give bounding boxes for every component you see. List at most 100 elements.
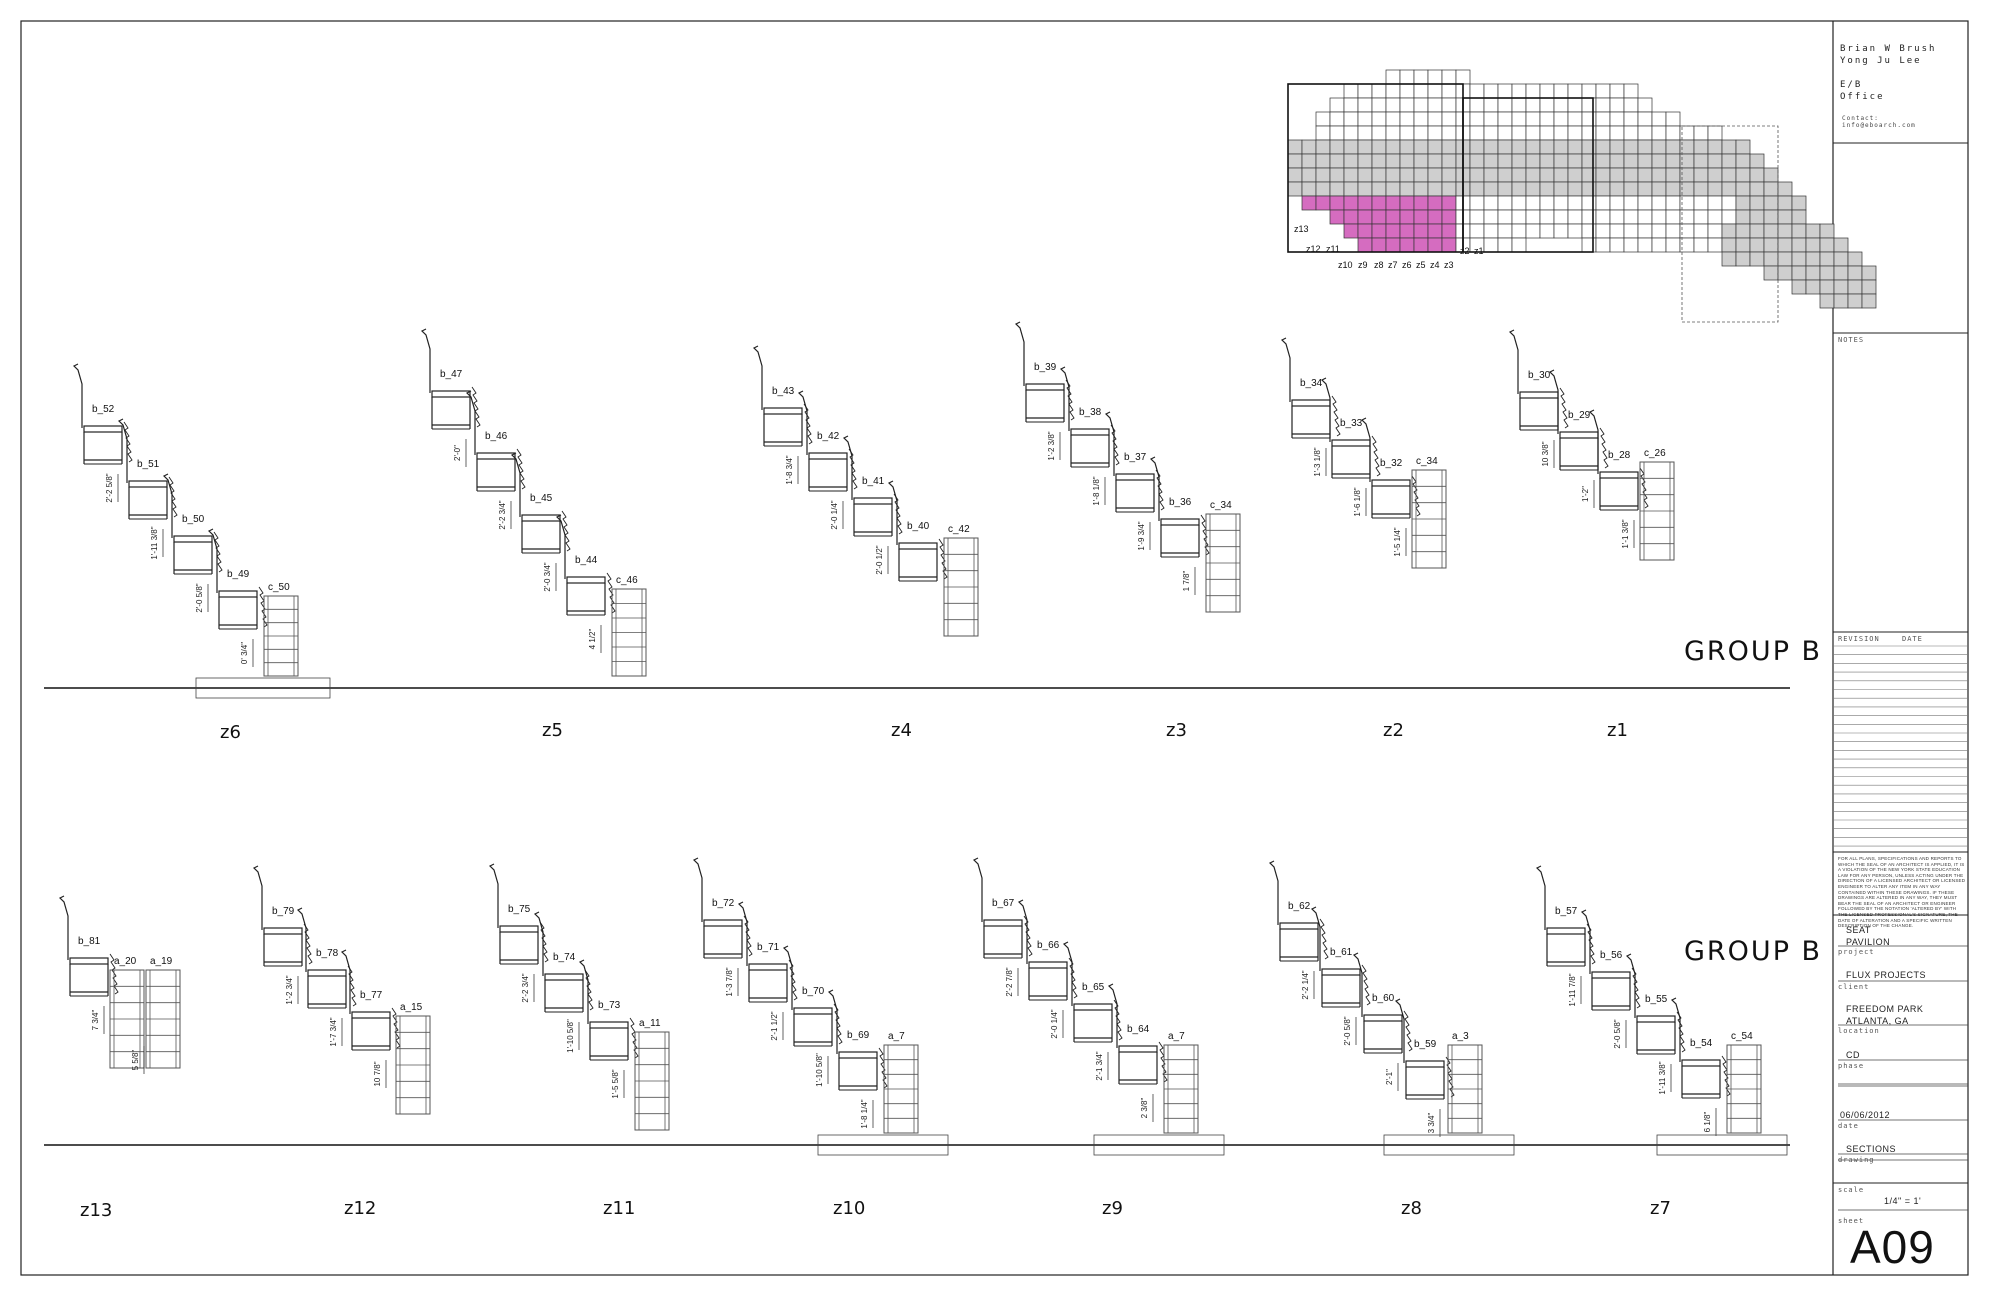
key-plan-cell xyxy=(1693,223,1709,239)
dimension-label: 10 7/8" xyxy=(373,1061,382,1086)
dimension-label: 1'-8 1/8" xyxy=(1092,476,1101,505)
author-2: Yong Ju Lee xyxy=(1840,56,1922,66)
key-plan-cell xyxy=(1539,167,1555,183)
contact-email[interactable]: info@eboarch.com xyxy=(1842,122,1916,129)
key-plan-cell xyxy=(1651,153,1667,169)
zone-section-z1: b_30 b_29 b_28 c_26 10 3/8" 1'-2" 1'-1 3/8" xyxy=(1508,329,1675,561)
key-plan-cell xyxy=(1651,139,1667,155)
chair-tag-a_3: a_3 xyxy=(1452,1031,1469,1042)
key-plan-cell xyxy=(1287,181,1303,197)
dimension-label: 1'-11 3/8" xyxy=(1658,1061,1667,1094)
chair-back xyxy=(533,911,544,976)
office-line-2: Office xyxy=(1840,92,1885,102)
chair-back xyxy=(72,363,83,428)
key-plan-cell xyxy=(1371,223,1387,239)
key-plan-cell xyxy=(1749,181,1765,197)
office-line-1: E/B xyxy=(1840,80,1863,90)
chair-joint xyxy=(391,1007,401,1049)
dimension-label: 10 3/8" xyxy=(1541,441,1550,466)
zone-section-z8: b_62 b_61 b_60 b_59 a_3 2'-2 1/4" 2'-0 5/8" 2'-… xyxy=(1268,860,1515,1156)
dimension-label: 7 3/4" xyxy=(91,1010,100,1031)
chair-joint xyxy=(1586,923,1596,965)
chair-seat xyxy=(763,407,803,415)
chair-joint xyxy=(878,1047,888,1089)
zone-section-z7: b_57 b_56 b_55 b_54 c_54 1'-11 7/8" 2'-0 5/8" 1… xyxy=(1535,865,1788,1156)
key-plan-cell xyxy=(1525,181,1541,197)
key-plan-cell xyxy=(1357,209,1373,225)
chair-joint xyxy=(516,448,526,490)
key-plan-cell xyxy=(1749,195,1765,211)
key-plan-cell xyxy=(1441,167,1457,183)
chair-tag-b_43: b_43 xyxy=(772,386,795,397)
chair-seat xyxy=(521,514,561,522)
key-plan-cell xyxy=(1315,139,1331,155)
key-plan-cell xyxy=(1287,167,1303,183)
zone-label-z2: z2 xyxy=(1383,720,1404,741)
key-plan-cell xyxy=(1399,111,1415,127)
key-plan-cell xyxy=(1707,139,1723,155)
chair-seat xyxy=(793,1007,833,1015)
key-plan-cell xyxy=(1427,181,1443,197)
chair-back xyxy=(465,390,476,455)
key-plan-cell xyxy=(1483,111,1499,127)
key-plan-cell xyxy=(1441,97,1457,113)
key-plan-cell xyxy=(1497,83,1513,99)
chair-tag-b_81: b_81 xyxy=(78,936,101,947)
chair-tag-a_15: a_15 xyxy=(400,1002,423,1013)
key-plan-cell xyxy=(1483,83,1499,99)
key-plan-cell xyxy=(1777,195,1793,211)
dimension-label: 2'-0 5/8" xyxy=(1343,1016,1352,1045)
key-plan-cell xyxy=(1833,293,1849,309)
base-platform xyxy=(817,1134,949,1156)
key-plan-cell xyxy=(1357,153,1373,169)
key-plan-cell xyxy=(1735,167,1751,183)
phase-value: CD xyxy=(1846,1050,1860,1060)
chair-joint xyxy=(1068,957,1078,999)
chair-back xyxy=(797,390,808,455)
key-plan-cell xyxy=(1413,195,1429,211)
key-plan-cell xyxy=(1763,251,1779,267)
key-plan-cell xyxy=(1371,195,1387,211)
chair-tag-b_47: b_47 xyxy=(440,369,463,380)
key-plan-cell xyxy=(1861,265,1877,281)
key-plan-cell xyxy=(1385,83,1401,99)
chair-tag-b_38: b_38 xyxy=(1079,407,1102,418)
key-plan-cell xyxy=(1609,111,1625,127)
chair-joint xyxy=(561,510,571,552)
key-plan-cell xyxy=(1343,83,1359,99)
key-plan-cell xyxy=(1483,237,1499,253)
key-plan-cell xyxy=(1567,181,1583,197)
key-plan-cell xyxy=(1343,209,1359,225)
chair-tag-b_71: b_71 xyxy=(757,942,780,953)
key-plan-cell xyxy=(1497,167,1513,183)
key-plan-cell xyxy=(1553,223,1569,239)
key-plan-cell xyxy=(1413,97,1429,113)
chair-tag-b_70: b_70 xyxy=(802,986,825,997)
key-plan-cell xyxy=(1679,153,1695,169)
key-plan-cell xyxy=(1525,83,1541,99)
key-plan-cell xyxy=(1651,209,1667,225)
chair-back xyxy=(782,945,793,1010)
key-plan-cell xyxy=(1469,181,1485,197)
key-plan-cell xyxy=(1301,181,1317,197)
key-plan-cell xyxy=(1441,139,1457,155)
key-plan-cell xyxy=(1637,97,1653,113)
key-plan-cell xyxy=(1413,111,1429,127)
key-plan-cell xyxy=(1581,167,1597,183)
chair-tag-a_20: a_20 xyxy=(114,956,137,967)
key-plan-cell xyxy=(1623,237,1639,253)
chair-back xyxy=(1107,983,1118,1048)
key-plan-cell xyxy=(1469,139,1485,155)
key-plan-cell xyxy=(1469,209,1485,225)
key-plan-cell xyxy=(1749,251,1765,267)
chair-seat xyxy=(748,963,788,971)
key-plan-zone-label: z12 xyxy=(1306,244,1321,254)
key-plan-cell xyxy=(1329,195,1345,211)
key-plan-cell xyxy=(1777,181,1793,197)
chair-joint xyxy=(1559,387,1569,429)
key-plan-cell xyxy=(1539,139,1555,155)
key-plan-cell xyxy=(1791,195,1807,211)
project-field-label: project xyxy=(1838,948,1875,956)
key-plan-cell xyxy=(1385,223,1401,239)
chair-joint xyxy=(1158,1041,1168,1083)
